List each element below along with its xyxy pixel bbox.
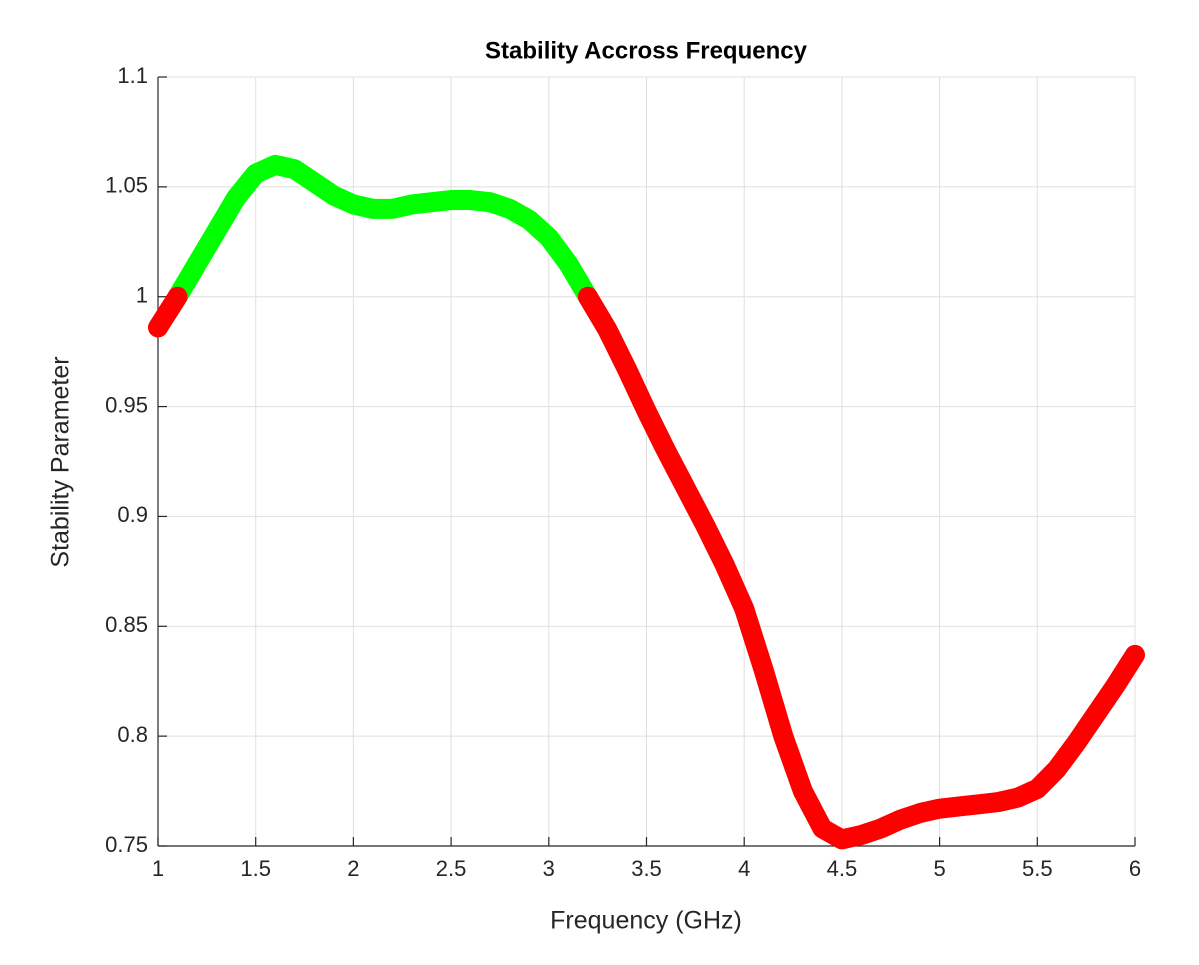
x-tick-label: 1 <box>152 856 164 881</box>
x-tick-label: 3 <box>543 856 555 881</box>
y-tick-label: 0.8 <box>117 722 148 747</box>
y-axis-label: Stability Parameter <box>47 356 75 567</box>
x-tick-label: 2 <box>347 856 359 881</box>
x-tick-label: 1.5 <box>240 856 271 881</box>
data-line <box>148 286 1145 850</box>
y-tick-label: 0.9 <box>117 502 148 527</box>
x-tick-label: 4 <box>738 856 750 881</box>
y-tick-label: 0.85 <box>105 612 148 637</box>
x-tick-label: 3.5 <box>631 856 662 881</box>
x-axis-label: Frequency (GHz) <box>550 907 742 935</box>
x-tick-label: 4.5 <box>827 856 858 881</box>
chart-title: Stability Accross Frequency <box>485 37 808 64</box>
x-tick-label: 6 <box>1129 856 1141 881</box>
y-tick-label: 0.75 <box>105 832 148 857</box>
x-tick-label: 5.5 <box>1022 856 1053 881</box>
x-tick-label: 5 <box>933 856 945 881</box>
y-tick-label: 1.1 <box>117 63 148 88</box>
x-tick-label: 2.5 <box>436 856 467 881</box>
y-tick-label: 0.95 <box>105 392 148 417</box>
y-tick-label: 1 <box>136 283 148 308</box>
data-line <box>167 154 598 307</box>
y-tick-label: 1.05 <box>105 173 148 198</box>
